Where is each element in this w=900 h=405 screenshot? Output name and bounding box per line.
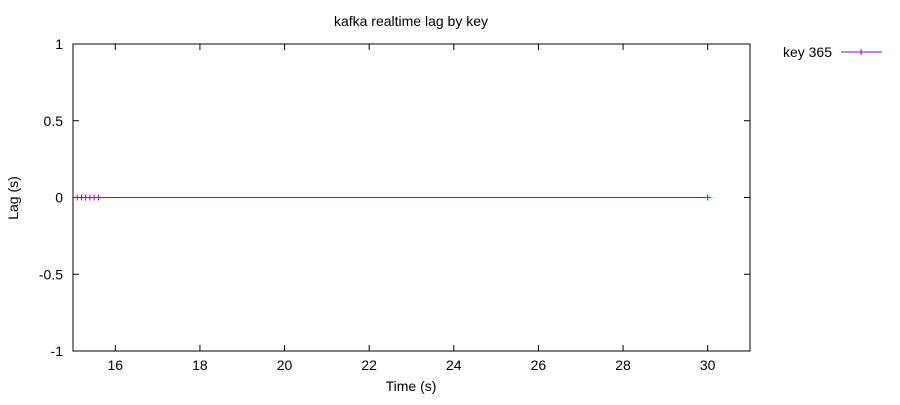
- y-tick-label: 0: [55, 190, 63, 206]
- x-tick-label: 18: [192, 357, 208, 373]
- x-tick-label: 16: [108, 357, 124, 373]
- y-tick-label: 0.5: [44, 113, 64, 129]
- data-point: [95, 194, 102, 201]
- data-point: [704, 194, 711, 201]
- y-axis-label: Lag (s): [5, 176, 21, 220]
- x-tick-label: 24: [446, 357, 462, 373]
- x-tick-label: 30: [700, 357, 716, 373]
- y-tick-label: -0.5: [39, 266, 63, 282]
- chart-title: kafka realtime lag by key: [334, 13, 488, 29]
- x-tick-label: 20: [277, 357, 293, 373]
- y-tick-label: 1: [55, 36, 63, 52]
- series-layer: [74, 194, 711, 201]
- y-tick-label: -1: [51, 343, 64, 359]
- legend-label-key-365: key 365: [783, 44, 832, 60]
- x-tick-label: 22: [361, 357, 377, 373]
- x-axis: 16 18 20 22 24 26 28 30: [108, 44, 716, 373]
- x-tick-label: 28: [615, 357, 631, 373]
- legend-marker-key-365: [858, 49, 864, 55]
- x-axis-label: Time (s): [386, 378, 437, 394]
- y-axis: -1 -0.5 0 0.5 1: [39, 36, 750, 359]
- legend: key 365: [783, 44, 882, 60]
- x-tick-label: 26: [531, 357, 547, 373]
